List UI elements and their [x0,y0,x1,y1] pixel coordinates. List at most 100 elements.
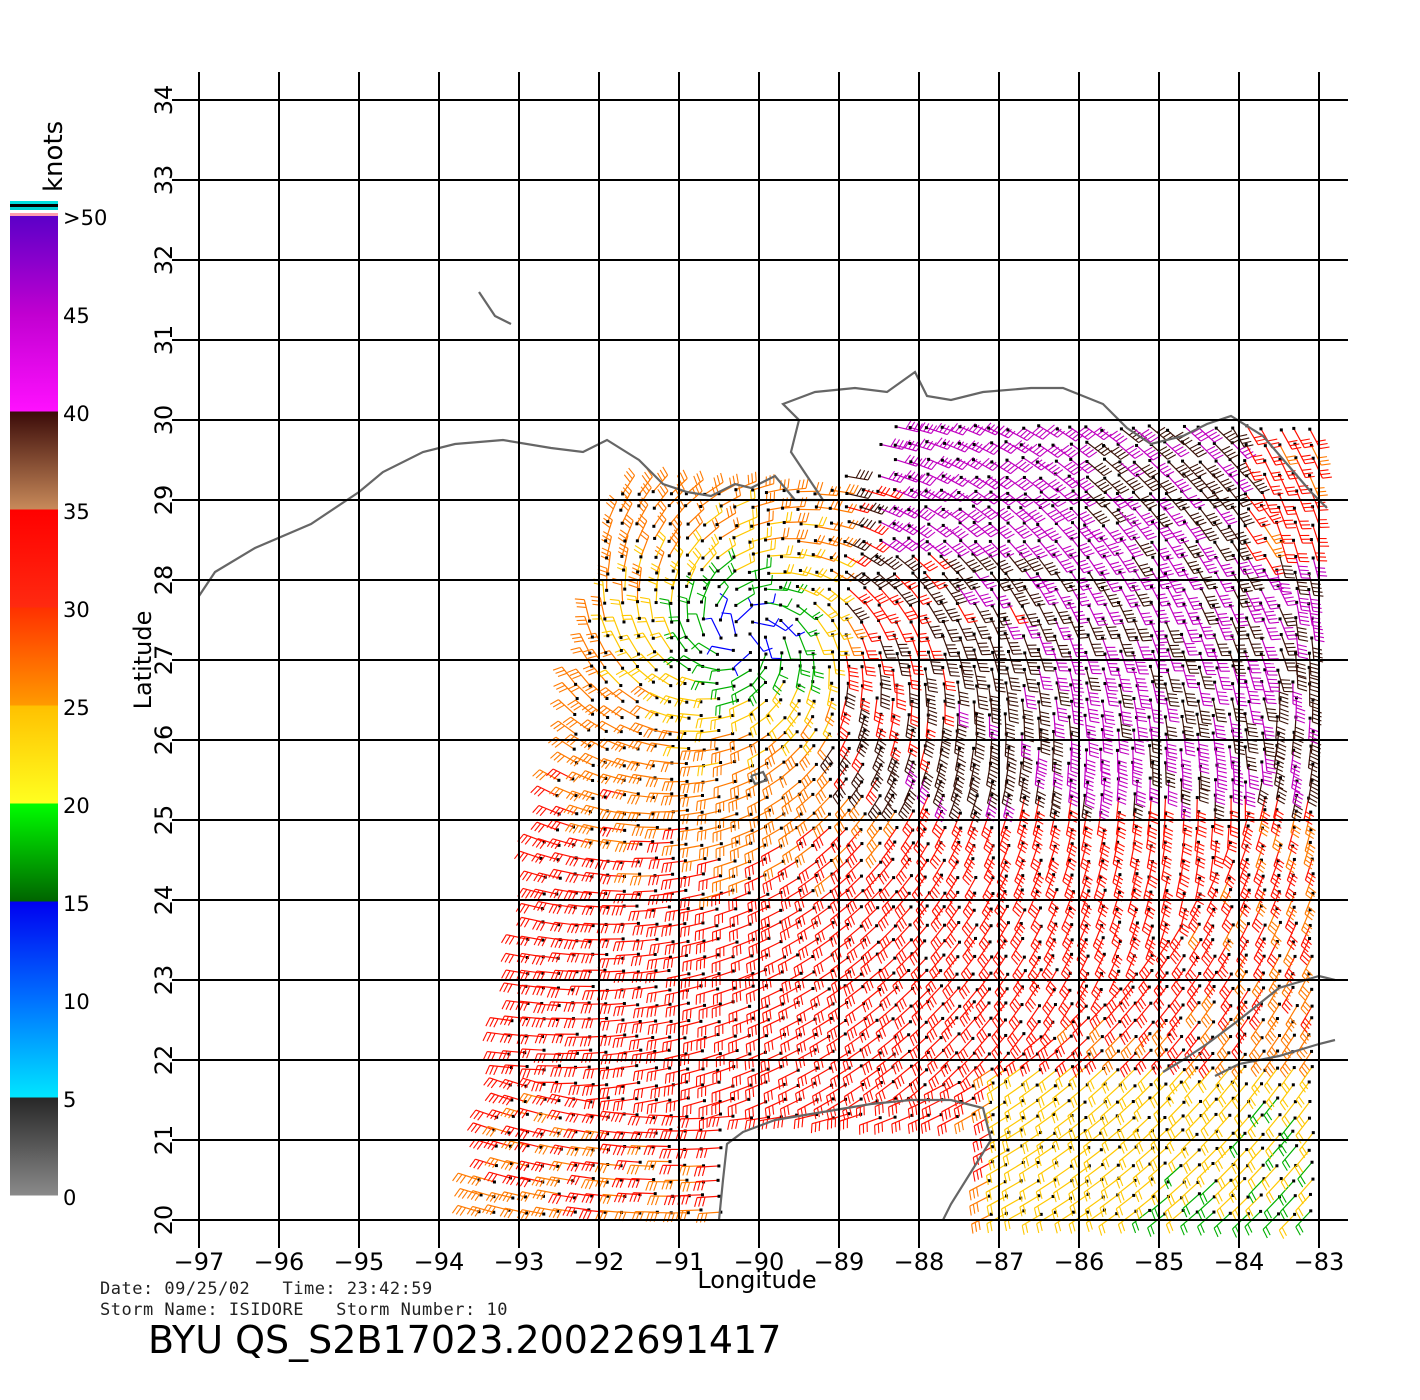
wind-barb-flag [990,1204,993,1214]
wind-barb-flag [1068,1081,1074,1091]
wind-barb-flag [574,1176,580,1186]
wind-barb-flag [1004,1129,1008,1140]
wind-barb-origin [655,922,659,926]
wind-barb-flag [1101,1223,1106,1234]
wind-barb-flag [1087,1175,1092,1185]
wind-barb-origin [700,906,704,910]
wind-barb-origin [524,1084,528,1088]
wind-barb-flag [1167,1196,1172,1206]
wind-barb-flag [470,1207,477,1216]
wind-barb-flag [977,1123,981,1134]
wind-barb-flag [1019,1128,1023,1138]
wind-barb-flag [632,1071,636,1082]
wind-barb-flag [1100,1191,1105,1201]
wind-barb-origin [1134,1035,1138,1039]
wind-barb-flag [1041,1081,1047,1091]
wind-barb-origin [1038,1068,1042,1072]
wind-barb-flag [603,1178,608,1188]
wind-barb-flag [1265,1150,1272,1160]
wind-barb-origin [1263,923,1267,927]
wind-barb-flag [1297,1207,1304,1217]
wind-barb-origin [1021,936,1025,940]
wind-barb-flag [526,1069,531,1079]
wind-barb-flag [1171,1161,1176,1171]
wind-barb-flag [1231,1228,1238,1238]
wind-barb-origin [1246,1016,1250,1020]
wind-barb-flag [874,1080,880,1090]
wind-barb-flag [525,1095,533,1104]
wind-barb-origin [590,1115,594,1119]
wind-barb-origin [1291,1083,1295,1087]
wind-barb-flag [524,1211,531,1220]
wind-barb-flag [697,1166,702,1177]
wind-barb-flag [650,1103,653,1114]
wind-barb-flag [989,1173,993,1184]
wind-barb-flag [887,1107,890,1117]
wind-barb-flag [1055,1157,1059,1168]
wind-barb-flag [550,1177,556,1187]
wind-barb-flag [509,1176,516,1186]
wind-barb-flag [534,1207,541,1217]
wind-barb-flag [1025,1080,1030,1090]
wind-barb-origin [943,1064,947,1068]
wind-barb-origin [1118,920,1122,924]
wind-barb-flag [1074,1176,1079,1186]
wind-barb-flag [1086,1189,1091,1200]
wind-barb-origin [668,988,672,992]
wind-barb-origin [974,875,978,879]
wind-barb-origin [1132,1116,1136,1120]
wind-barb-origin [1021,1116,1025,1120]
wind-barb-origin [923,1083,927,1087]
wind-barb-flag [954,1124,957,1135]
wind-barb-flag [988,1160,992,1171]
wind-barb-flag [1230,1083,1238,1092]
wind-barb-flag [586,1210,592,1220]
wind-barb-origin [1148,1096,1152,1100]
wind-barb-flag [770,1090,773,1100]
wind-barb-flag [959,1083,966,1093]
wind-barb-origin [988,1100,992,1104]
wind-barb-origin [925,904,929,908]
wind-barb-flag [1295,1210,1301,1220]
wind-barb-origin [893,924,897,928]
wind-barb-origin [1244,953,1248,957]
wind-barb-flag [1213,1227,1219,1238]
wind-barb-flag [1052,1143,1057,1153]
wind-barb-origin [539,1145,543,1149]
wind-barb-flag [1299,1175,1306,1185]
wind-barb-flag [760,1075,763,1086]
wind-barb-flag [878,1077,883,1088]
wind-barb-flag [603,1131,609,1141]
wind-barb-flag [631,1145,636,1155]
wind-barb-flag [1295,1226,1301,1236]
wind-barb-origin [638,1211,642,1215]
wind-barb-flag [1120,1191,1125,1201]
wind-barb-origin [925,1035,929,1039]
wind-barb-flag [927,1120,931,1131]
wind-barb-flag [570,1146,576,1156]
wind-barb-origin [1260,1113,1264,1117]
wind-barb-flag [1086,1144,1091,1154]
wind-barb-origin [828,1066,832,1070]
wind-barb-origin [1278,920,1282,924]
wind-barb-origin [1308,1099,1312,1103]
wind-barb-flag [891,1123,894,1134]
wind-barb-flag [1121,1081,1128,1091]
wind-barb-origin [956,890,960,894]
wind-barb-flag [1244,1226,1250,1236]
wind-barb-origin [811,889,815,893]
wind-barb-flag [1171,1082,1178,1092]
wind-barb-flag [797,1078,801,1089]
wind-barb-origin [1231,1193,1235,1197]
wind-barb-origin [1133,1084,1137,1088]
wind-barb-origin [751,984,755,988]
wind-barb-origin [1181,1128,1185,1132]
wind-barb-origin [1229,972,1233,976]
wind-barb-flag [1182,1208,1188,1218]
wind-barb-flag [1232,1146,1238,1156]
wind-barb-flag [767,1072,770,1082]
wind-barb-origin [1247,1114,1251,1118]
wind-barb-flag [1297,1195,1304,1205]
wind-barb-origin [1148,1162,1152,1166]
wind-barb-flag [802,1089,805,1100]
